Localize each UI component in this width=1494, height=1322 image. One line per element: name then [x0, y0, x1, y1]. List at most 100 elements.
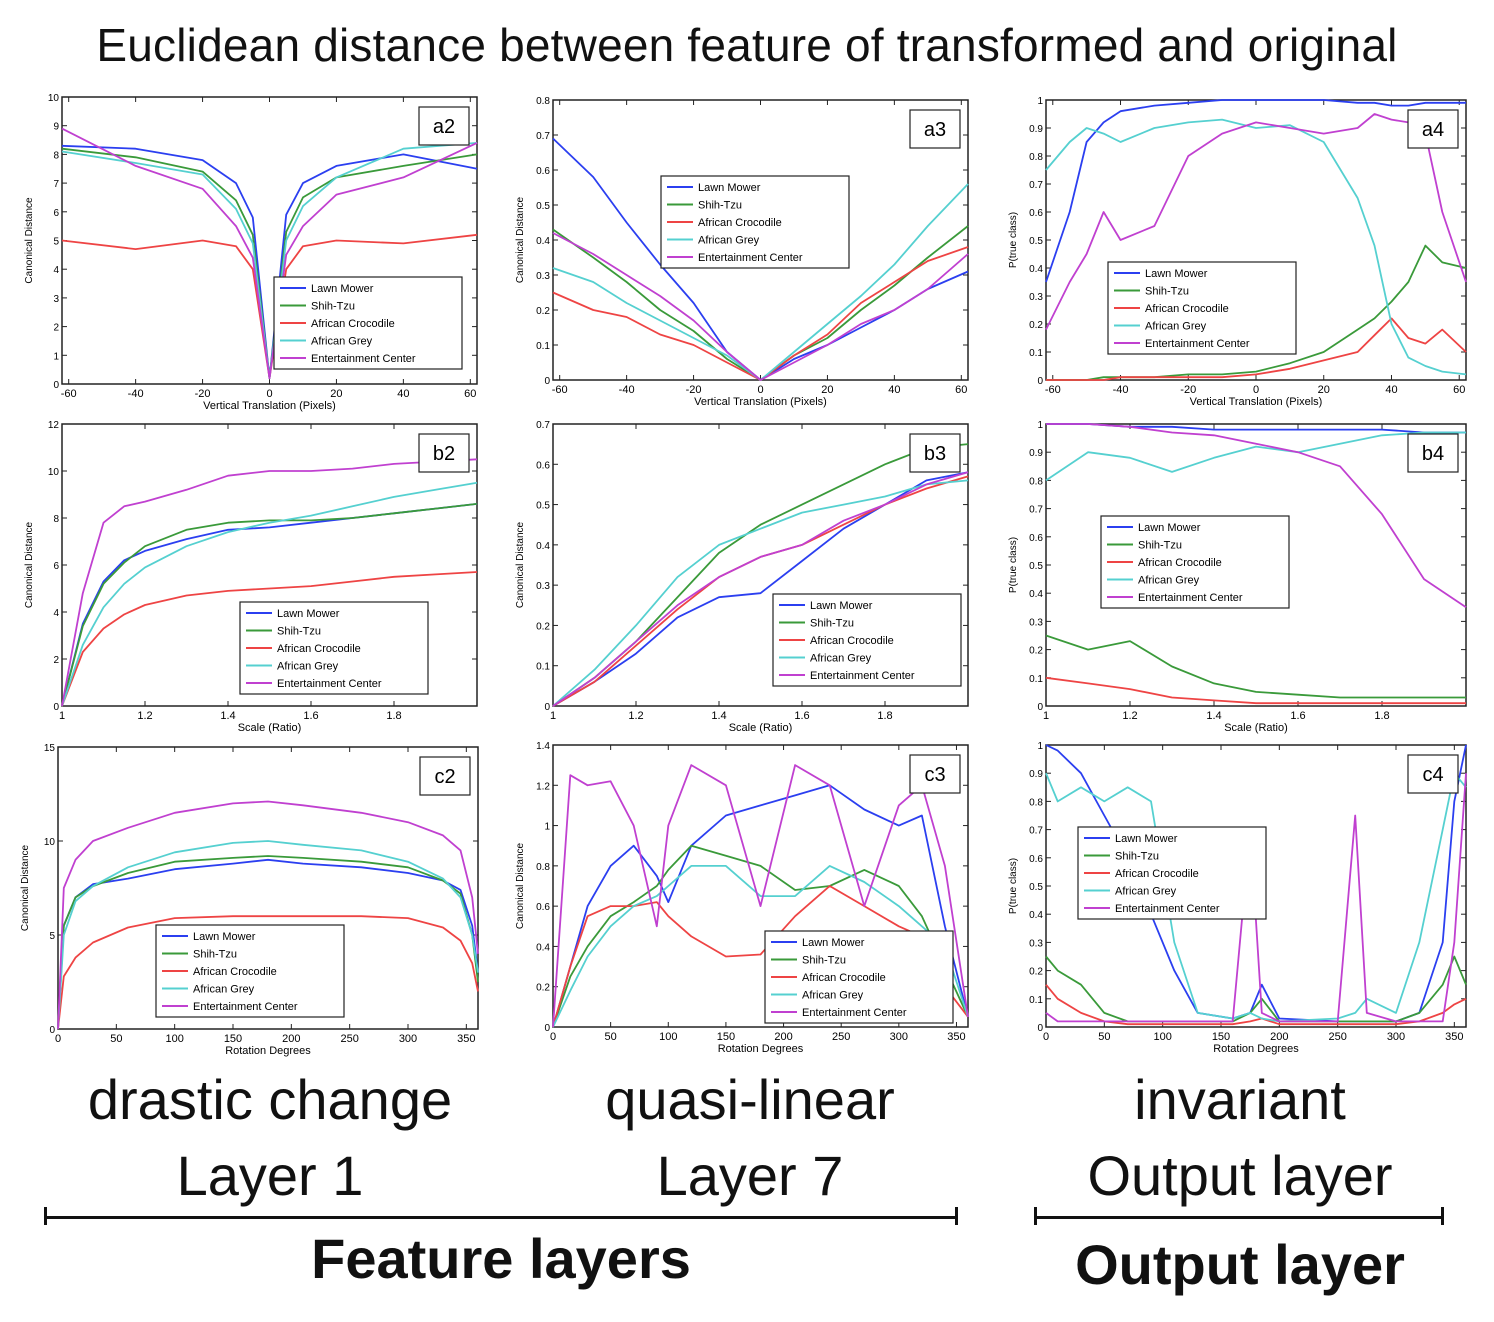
- legend-label: African Crocodile: [193, 966, 277, 978]
- series-line-african-grey: [1045, 118, 1467, 376]
- series-line-entertainment-center: [552, 232, 969, 381]
- panel-id-box: [909, 109, 961, 149]
- x-tick-label: 60: [464, 388, 476, 400]
- series-line-african-crocodile: [1045, 676, 1466, 705]
- x-tick-label: 350: [1445, 1031, 1463, 1043]
- legend-label: African Crocodile: [1145, 303, 1229, 315]
- y-tick-label: 2: [53, 323, 59, 334]
- y-tick-label: 0.4: [536, 236, 550, 247]
- x-tick-label: 1.6: [303, 710, 318, 722]
- y-tick-label: 0.2: [1029, 967, 1043, 978]
- y-tick-label: 1: [544, 822, 550, 833]
- x-tick-label: 300: [1387, 1031, 1405, 1043]
- y-tick-label: 0.1: [1029, 674, 1043, 685]
- series-line-shih-tzu: [61, 503, 478, 707]
- legend-label: African Crocodile: [311, 318, 395, 330]
- y-tick-label: 10: [48, 467, 60, 478]
- y-tick-label: 0.1: [1029, 995, 1043, 1006]
- x-axis-label: Rotation Degrees: [1213, 1043, 1299, 1055]
- legend-label: Lawn Mower: [1145, 268, 1208, 280]
- series-line-entertainment-center: [1046, 423, 1467, 609]
- caption-col2-line2: Layer 7: [656, 1144, 844, 1207]
- panel-id-label: c2: [434, 766, 455, 788]
- x-axis-label: Scale (Ratio): [729, 722, 793, 734]
- legend-label: African Grey: [810, 653, 872, 665]
- legend-label: Shih-Tzu: [1145, 286, 1189, 298]
- y-tick-label: 0: [49, 1025, 55, 1036]
- legend-label: Lawn Mower: [311, 283, 374, 295]
- y-tick-label: 0.5: [536, 501, 550, 512]
- y-tick-label: 0.2: [536, 983, 550, 994]
- y-axis-label: P(true class): [1008, 858, 1019, 914]
- legend-label: Lawn Mower: [810, 600, 873, 612]
- y-tick-label: 0.7: [1029, 826, 1043, 837]
- series-line-entertainment-center: [61, 127, 478, 380]
- series-line-entertainment-center: [552, 471, 969, 707]
- panel-id-label: b4: [1422, 443, 1444, 465]
- y-tick-label: 1: [1037, 741, 1043, 752]
- legend-label: Entertainment Center: [311, 353, 416, 365]
- output-layer-label: Output layer: [1075, 1233, 1405, 1296]
- x-tick-label: 150: [717, 1031, 735, 1043]
- y-tick-label: 0.3: [1029, 617, 1043, 628]
- y-tick-label: 0: [53, 702, 59, 713]
- y-axis-label: Canonical Distance: [24, 521, 35, 608]
- y-tick-label: 0: [544, 702, 550, 713]
- x-tick-label: 1: [550, 710, 556, 722]
- legend-label: Lawn Mower: [193, 931, 256, 943]
- legend-label: Shih-Tzu: [810, 618, 854, 630]
- x-tick-label: 1.4: [711, 710, 726, 722]
- y-tick-label: 0.8: [536, 96, 550, 107]
- x-tick-label: 250: [832, 1031, 850, 1043]
- y-tick-label: 0.4: [1029, 589, 1043, 600]
- y-tick-label: 0.6: [1029, 208, 1043, 219]
- series-line-african-crocodile: [552, 885, 969, 1028]
- figure-title: Euclidean distance between feature of tr…: [96, 19, 1398, 71]
- legend-label: Shih-Tzu: [698, 200, 742, 212]
- x-tick-label: 100: [165, 1033, 183, 1045]
- series-line-lawn-mower: [552, 784, 969, 1028]
- legend-label: African Grey: [193, 984, 255, 996]
- panel-id-box: [1407, 109, 1459, 149]
- x-axis-label: Scale (Ratio): [238, 722, 302, 734]
- panel-a4: -60 -40 -20 0 20 40 60 0 0.1 0.2 0.3 0.4 0.5 0.6 0.7 0.…: [1008, 96, 1467, 408]
- series-line-entertainment-center: [57, 800, 479, 1030]
- y-tick-label: 15: [44, 743, 56, 754]
- legend-label: Shih-Tzu: [311, 301, 355, 313]
- y-tick-label: 0.4: [1029, 910, 1043, 921]
- y-tick-label: 0.5: [1029, 236, 1043, 247]
- panel-b3: 1 1.2 1.4 1.6 1.8 0 0.1 0.2 0.3 0.4 0.5 0.6 0.7 Scale…: [515, 420, 969, 734]
- x-tick-label: 50: [605, 1031, 617, 1043]
- x-tick-label: 50: [1098, 1031, 1110, 1043]
- y-tick-label: 9: [53, 122, 59, 133]
- x-tick-label: -40: [619, 384, 635, 396]
- legend-label: African Grey: [802, 990, 864, 1002]
- y-tick-label: 0.1: [1029, 348, 1043, 359]
- y-tick-label: 0.7: [536, 420, 550, 431]
- x-axis-label: Rotation Degrees: [225, 1045, 311, 1057]
- legend-label: Shih-Tzu: [1138, 540, 1182, 552]
- y-tick-label: 0.9: [1029, 124, 1043, 135]
- y-tick-label: 5: [49, 931, 55, 942]
- y-tick-label: 0.2: [1029, 646, 1043, 657]
- y-tick-label: 0: [544, 376, 550, 387]
- x-tick-label: 150: [224, 1033, 242, 1045]
- x-tick-label: 200: [1270, 1031, 1288, 1043]
- legend-label: African Grey: [698, 235, 760, 247]
- y-tick-label: 0.3: [536, 581, 550, 592]
- panel-id-box: [418, 433, 470, 473]
- series-line-lawn-mower: [552, 471, 969, 707]
- x-tick-label: 50: [110, 1033, 122, 1045]
- x-tick-label: 200: [282, 1033, 300, 1045]
- x-tick-label: 250: [1328, 1031, 1346, 1043]
- y-tick-label: 1.2: [536, 781, 550, 792]
- legend-label: Entertainment Center: [277, 678, 382, 690]
- x-tick-label: 200: [774, 1031, 792, 1043]
- series-line-african-grey: [552, 865, 969, 1028]
- x-tick-label: 20: [1318, 384, 1330, 396]
- legend-label: Shih-Tzu: [277, 626, 321, 638]
- legend-label: African Crocodile: [802, 972, 886, 984]
- y-tick-label: 0.4: [536, 942, 550, 953]
- legend-label: African Grey: [1138, 575, 1200, 587]
- y-tick-label: 0: [1037, 702, 1043, 713]
